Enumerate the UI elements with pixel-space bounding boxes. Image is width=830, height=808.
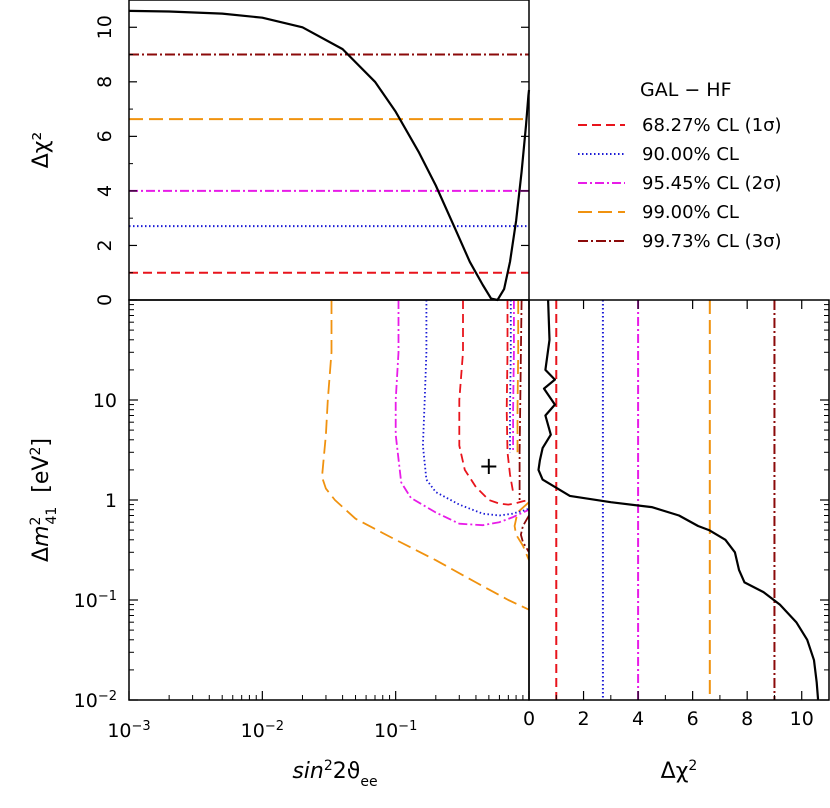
legend-entry-cl99: 99.00% CL	[578, 202, 739, 223]
top-panel-levels	[129, 53, 529, 274]
right-panel: 0 2 4 6 8 10 Δχ2	[523, 299, 830, 784]
legend-entry-cl90: 90.00% CL	[578, 144, 739, 165]
legend-entry-cl3: 99.73% CL (3σ)	[578, 231, 782, 252]
legend-title: GAL − HF	[640, 79, 732, 101]
legend-label: 95.45% CL (2σ)	[642, 173, 782, 194]
legend-entry-cl1: 68.27% CL (1σ)	[578, 115, 782, 136]
right-x-tick-label: 6	[687, 708, 699, 730]
right-x-tick-label: 10	[790, 708, 814, 730]
contour-cl99	[513, 501, 529, 561]
main-x-tick-label: 10−1	[374, 719, 417, 743]
contour-cl2	[512, 300, 515, 453]
contour-group	[321, 300, 529, 611]
legend-label: 99.73% CL (3σ)	[642, 231, 782, 252]
right-x-tick-label: 0	[523, 708, 535, 730]
contour-cl99	[321, 300, 529, 611]
top-panel: 0 2 4 6 8 10 Δχ²	[29, 0, 531, 306]
main-panel: 10−3 10−2 10−1 10−2 10−1 1 10 + sin22ϑee Δm241…	[28, 299, 530, 790]
top-y-tick-label: 10	[94, 15, 116, 39]
top-y-tick-label: 2	[94, 239, 116, 251]
legend-label: 90.00% CL	[642, 144, 739, 165]
right-panel-levels	[555, 300, 776, 700]
main-panel-y-label: Δm241[eV2]	[28, 438, 60, 562]
contour-cl1	[458, 300, 529, 506]
right-x-tick-label: 8	[741, 708, 753, 730]
legend-label: 99.00% CL	[642, 202, 739, 223]
main-panel-ticks: 10−3 10−2 10−1 10−2 10−1 1 10	[74, 304, 524, 743]
main-y-tick-label: 10−2	[74, 689, 117, 713]
right-panel-x-label: Δχ2	[661, 758, 698, 784]
contour-cl90	[421, 300, 529, 517]
contour-cl3	[518, 300, 523, 500]
top-panel-frame	[128, 0, 530, 301]
main-y-tick-label: 10	[93, 390, 117, 412]
contour-cl2	[394, 300, 529, 527]
contour-cl90	[509, 300, 512, 453]
top-series-profile	[128, 9, 531, 302]
main-y-tick-label: 1	[105, 490, 117, 512]
main-y-tick-label: 10−1	[74, 589, 117, 613]
right-series-profile	[537, 299, 820, 701]
top-y-tick-label: 0	[94, 294, 116, 306]
contour-cl3	[520, 515, 529, 553]
main-x-tick-label: 10−2	[241, 719, 284, 743]
top-panel-curve	[128, 9, 531, 302]
main-x-tick-label: 10−3	[107, 719, 150, 743]
right-x-tick-label: 4	[632, 708, 644, 730]
main-panel-x-label: sin22ϑee	[292, 758, 377, 790]
top-panel-y-label: Δχ²	[29, 132, 54, 169]
top-panel-ticks: 0 2 4 6 8 10	[94, 15, 529, 306]
contour-cl1	[505, 300, 514, 493]
right-panel-curve	[537, 299, 820, 701]
top-y-tick-label: 8	[94, 76, 116, 88]
main-panel-contours	[321, 300, 529, 611]
contour-cl99	[516, 300, 520, 453]
top-y-tick-label: 4	[94, 185, 116, 197]
legend-entry-cl2: 95.45% CL (2σ)	[578, 173, 782, 194]
top-y-tick-label: 6	[94, 130, 116, 142]
right-panel-frame	[528, 299, 830, 701]
right-x-tick-label: 2	[577, 708, 589, 730]
legend-label: 68.27% CL (1σ)	[642, 115, 782, 136]
best-fit-marker: +	[479, 452, 499, 480]
legend: GAL − HF 68.27% CL (1σ) 90.00% CL 95.45% C…	[578, 79, 782, 252]
main-panel-frame	[128, 299, 530, 701]
